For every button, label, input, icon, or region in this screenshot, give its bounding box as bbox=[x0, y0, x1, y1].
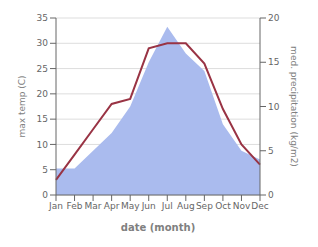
svg-text:Jul: Jul bbox=[161, 201, 173, 211]
svg-text:date (month): date (month) bbox=[121, 222, 195, 233]
svg-text:Oct: Oct bbox=[215, 201, 231, 211]
svg-text:Jan: Jan bbox=[48, 201, 63, 211]
svg-text:max temp (C): max temp (C) bbox=[17, 75, 27, 137]
svg-text:35: 35 bbox=[37, 13, 48, 23]
svg-text:Apr: Apr bbox=[104, 201, 120, 211]
svg-text:Dec: Dec bbox=[251, 201, 268, 211]
svg-text:0: 0 bbox=[268, 190, 274, 200]
svg-text:5: 5 bbox=[42, 165, 48, 175]
svg-text:15: 15 bbox=[37, 114, 48, 124]
svg-text:30: 30 bbox=[37, 38, 49, 48]
svg-text:May: May bbox=[121, 201, 140, 211]
svg-text:5: 5 bbox=[268, 146, 274, 156]
svg-text:20: 20 bbox=[37, 89, 49, 99]
svg-text:Sep: Sep bbox=[196, 201, 213, 211]
svg-text:20: 20 bbox=[268, 13, 280, 23]
svg-text:Jun: Jun bbox=[141, 201, 156, 211]
svg-text:10: 10 bbox=[268, 102, 280, 112]
svg-text:Feb: Feb bbox=[67, 201, 83, 211]
svg-text:med. precipitation (kg/m2): med. precipitation (kg/m2) bbox=[289, 46, 299, 167]
svg-text:Nov: Nov bbox=[233, 201, 251, 211]
svg-text:25: 25 bbox=[37, 64, 48, 74]
svg-text:0: 0 bbox=[42, 190, 48, 200]
svg-text:Aug: Aug bbox=[177, 201, 195, 211]
svg-text:10: 10 bbox=[37, 140, 49, 150]
svg-text:15: 15 bbox=[268, 57, 279, 67]
svg-text:Mar: Mar bbox=[85, 201, 102, 211]
